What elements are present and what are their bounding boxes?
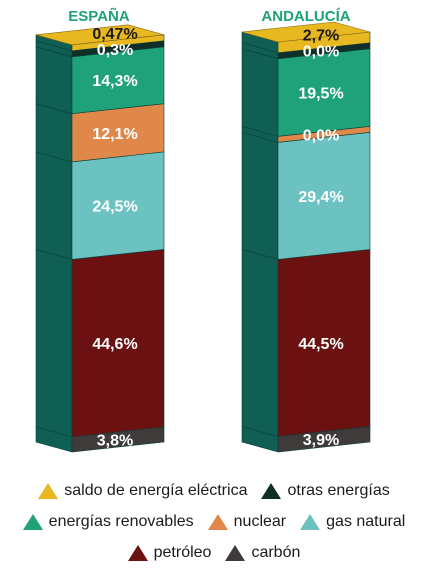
legend-triangle-icon	[127, 545, 148, 561]
data-label-spain-carbon: 3,8%	[97, 432, 133, 449]
bar-side-andalucia-gas-natural	[241, 131, 279, 260]
legend-triangle-icon	[225, 545, 246, 561]
data-label-andalucia-gas-natural: 29,4%	[298, 189, 343, 206]
data-label-andalucia-otras-energias: 0,0%	[303, 44, 339, 61]
data-label-spain-saldo-de-energia-electrica: 0,47%	[92, 26, 137, 43]
bar-side-spain-gas-natural	[35, 151, 73, 260]
bars-layer: 3,8% 44,6% 24,5% 12,1% 14,3% 0,3%0,47% 3,9% 44,…	[35, 21, 371, 453]
legend-item: gas natural	[300, 513, 405, 531]
data-label-spain-petroleo: 44,6%	[92, 336, 137, 353]
legend-label: petróleo	[153, 544, 212, 561]
legend-triangle-icon	[261, 483, 282, 499]
legend-label: saldo de energía eléctrica	[64, 482, 248, 499]
data-label-spain-otras-energias: 0,3%	[97, 42, 133, 59]
legend-label: nuclear	[233, 513, 287, 530]
bar-top-spain	[35, 24, 165, 46]
bar-side-spain-petroleo	[35, 248, 73, 438]
legend-item: energías renovables	[22, 513, 194, 531]
legend-label: otras energías	[287, 482, 390, 499]
data-label-spain-nuclear: 12,1%	[92, 126, 137, 143]
category-title-spain: ESPAÑA	[68, 7, 130, 25]
legend-triangle-icon	[22, 514, 43, 530]
bar-side-spain-energias-renovables	[35, 46, 73, 115]
data-label-andalucia-nuclear: 0,0%	[303, 127, 339, 144]
stacked-bar-chart: ESPAÑA ANDALUCÍA 3,8% 44,6% 24,5% 12,1% 14,3…	[35, 7, 371, 453]
legend-item: otras energías	[261, 482, 390, 500]
data-label-andalucia-saldo-de-energia-electrica: 2,7%	[303, 28, 339, 45]
data-label-andalucia-petroleo: 44,5%	[298, 336, 343, 353]
bar-side-andalucia-energias-renovables	[241, 48, 279, 137]
legend-row: saldo de energía eléctrica otras energías	[0, 482, 428, 500]
data-label-spain-gas-natural: 24,5%	[92, 199, 137, 216]
legend-label: gas natural	[326, 513, 406, 530]
legend-triangle-icon	[207, 514, 228, 530]
legend-label: carbón	[251, 544, 301, 561]
legend-triangle-icon	[38, 483, 59, 499]
data-label-andalucia-carbon: 3,9%	[303, 432, 339, 449]
legend-row: energías renovables nuclear gas natural	[0, 513, 428, 531]
data-label-spain-energias-renovables: 14,3%	[92, 73, 137, 90]
legend-label: energías renovables	[48, 513, 194, 530]
legend-item: nuclear	[207, 513, 287, 531]
legend-item: saldo de energía eléctrica	[38, 482, 247, 500]
bar-top-andalucia	[241, 21, 371, 43]
bar-side-andalucia-petroleo	[241, 248, 279, 437]
legend-item: carbón	[225, 544, 300, 562]
category-title-andalucia: ANDALUCÍA	[261, 8, 350, 25]
data-label-andalucia-energias-renovables: 19,5%	[298, 86, 343, 103]
legend-row: petróleo carbón	[0, 544, 428, 562]
legend-item: petróleo	[127, 544, 212, 562]
legend-triangle-icon	[300, 514, 321, 530]
